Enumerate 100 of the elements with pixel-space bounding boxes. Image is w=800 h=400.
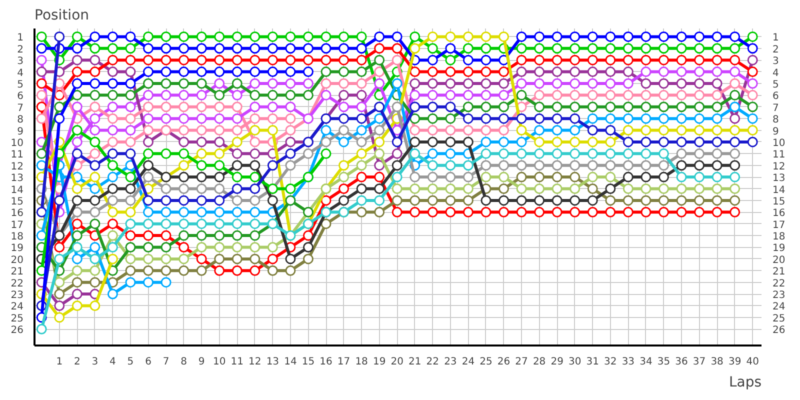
point [747,90,758,100]
point [552,160,562,171]
point [250,113,260,124]
point [730,125,740,136]
point [267,54,278,66]
y-tick-label: 19 [10,243,24,254]
point [676,172,687,182]
point [498,66,510,78]
point [694,54,705,66]
point [462,160,474,171]
point [178,184,190,194]
point [72,195,82,206]
point [427,136,438,148]
point [285,113,296,124]
y-tick-label: 17 [10,220,24,231]
point [54,300,65,311]
point [143,242,154,252]
y2-tick-label: 13 [772,173,786,184]
point [320,218,332,230]
point [516,172,527,182]
point [570,184,580,194]
point [498,113,510,124]
point [232,31,242,42]
point [107,66,118,78]
point [214,136,225,148]
y2-tick-label: 2 [772,44,779,56]
point [480,148,492,159]
point [392,54,402,66]
point [214,195,225,206]
point [445,160,456,171]
point [250,78,260,89]
y-tick-label: 11 [10,150,24,161]
point [587,54,598,66]
point [285,184,296,194]
point [196,54,207,66]
point [214,90,225,100]
point [250,136,260,148]
point [125,125,136,136]
point [462,136,474,148]
point [462,102,474,112]
x-tick-label: 31 [586,356,600,368]
point [534,31,545,42]
point [534,43,545,54]
point [658,43,669,54]
point [232,90,242,100]
point [676,43,687,54]
x-tick-label: 33 [622,356,635,368]
y2-tick-label: 6 [772,91,779,102]
point [498,160,510,171]
point [232,218,242,230]
point [534,66,545,78]
point [622,31,634,42]
point [232,230,242,241]
x-tick-label: 1 [56,356,63,368]
point [730,148,740,159]
point [516,148,527,159]
point [374,195,385,206]
x-tick-label: 38 [710,356,724,368]
point [143,172,154,182]
point [72,102,82,112]
point [72,300,82,311]
point [694,148,705,159]
point [72,265,82,276]
x-tick-label: 19 [372,356,386,368]
point [107,242,118,252]
point [712,113,722,124]
point [232,78,242,89]
point [676,148,687,159]
point [90,184,100,194]
point [107,206,118,218]
point [658,54,669,66]
point [143,66,154,78]
point [338,90,350,100]
point [267,160,278,171]
point [640,66,652,78]
y2-tick-label: 25 [772,313,786,324]
point [587,90,598,100]
x-tick-label: 10 [213,356,226,368]
point [534,172,545,182]
point [480,160,492,171]
point [302,148,314,159]
point [587,78,598,89]
point [712,184,722,194]
point [747,66,758,78]
point [214,254,225,264]
point [445,113,456,124]
point [445,54,456,66]
point [214,78,225,89]
point [232,160,242,171]
point [480,172,492,182]
y2-tick-label: 9 [772,126,779,138]
point [480,90,492,100]
point [178,102,190,112]
y-tick-label: 24 [10,302,24,313]
point [196,78,207,89]
point [587,136,598,148]
point [178,195,190,206]
y-tick-label: 22 [10,278,24,290]
point [250,31,260,42]
point [250,206,260,218]
